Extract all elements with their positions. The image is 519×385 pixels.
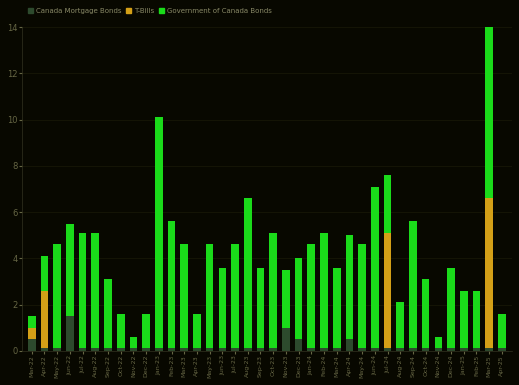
Bar	[53, 244, 61, 348]
Bar	[358, 348, 366, 351]
Bar	[66, 224, 74, 316]
Bar	[307, 244, 315, 348]
Bar	[28, 328, 36, 339]
Bar	[384, 233, 391, 348]
Bar	[218, 348, 226, 351]
Bar	[130, 337, 137, 348]
Bar	[397, 348, 404, 351]
Bar	[244, 198, 252, 348]
Bar	[485, 0, 493, 198]
Bar	[168, 348, 175, 351]
Bar	[244, 348, 252, 351]
Bar	[193, 314, 201, 348]
Bar	[384, 348, 391, 351]
Bar	[498, 348, 506, 351]
Bar	[181, 348, 188, 351]
Bar	[422, 348, 429, 351]
Bar	[473, 348, 480, 351]
Bar	[397, 302, 404, 348]
Bar	[28, 339, 36, 351]
Bar	[320, 348, 328, 351]
Bar	[346, 339, 353, 351]
Bar	[218, 268, 226, 348]
Bar	[130, 348, 137, 351]
Bar	[117, 314, 125, 348]
Bar	[40, 348, 48, 351]
Bar	[181, 244, 188, 348]
Bar	[460, 291, 468, 348]
Bar	[91, 233, 99, 348]
Bar	[79, 348, 86, 351]
Bar	[168, 221, 175, 348]
Bar	[231, 244, 239, 348]
Bar	[40, 291, 48, 348]
Bar	[28, 316, 36, 328]
Bar	[371, 348, 379, 351]
Bar	[447, 268, 455, 348]
Bar	[333, 268, 340, 348]
Bar	[485, 348, 493, 351]
Bar	[371, 187, 379, 348]
Bar	[53, 348, 61, 351]
Bar	[473, 291, 480, 348]
Bar	[358, 244, 366, 348]
Bar	[269, 348, 277, 351]
Bar	[117, 348, 125, 351]
Bar	[269, 233, 277, 348]
Bar	[346, 235, 353, 339]
Bar	[257, 348, 264, 351]
Bar	[409, 348, 417, 351]
Bar	[282, 328, 290, 351]
Bar	[142, 348, 150, 351]
Bar	[40, 256, 48, 291]
Legend: Canada Mortgage Bonds, T-Bills, Government of Canada Bonds: Canada Mortgage Bonds, T-Bills, Governme…	[25, 5, 275, 17]
Bar	[447, 348, 455, 351]
Bar	[320, 233, 328, 348]
Bar	[485, 198, 493, 348]
Bar	[295, 258, 303, 339]
Bar	[104, 348, 112, 351]
Bar	[384, 175, 391, 233]
Bar	[434, 348, 442, 351]
Bar	[79, 233, 86, 348]
Bar	[206, 348, 213, 351]
Bar	[155, 348, 162, 351]
Bar	[409, 221, 417, 348]
Bar	[434, 337, 442, 348]
Bar	[460, 348, 468, 351]
Bar	[193, 348, 201, 351]
Bar	[206, 244, 213, 348]
Bar	[155, 117, 162, 348]
Bar	[422, 279, 429, 348]
Bar	[104, 279, 112, 348]
Bar	[142, 314, 150, 348]
Bar	[295, 339, 303, 351]
Bar	[307, 348, 315, 351]
Bar	[498, 314, 506, 348]
Bar	[66, 316, 74, 351]
Bar	[282, 270, 290, 328]
Bar	[333, 348, 340, 351]
Bar	[231, 348, 239, 351]
Bar	[257, 268, 264, 348]
Bar	[91, 348, 99, 351]
